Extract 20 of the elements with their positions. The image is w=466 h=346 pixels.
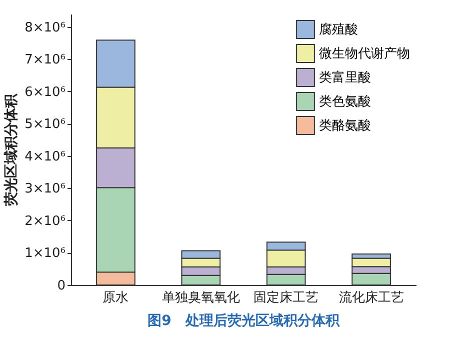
y-tick-label: 4×10⁶ <box>24 149 66 164</box>
x-tick-label: 固定床工艺 <box>254 290 319 306</box>
y-tick-label: 5×10⁶ <box>24 117 66 132</box>
legend-label: 类富里酸 <box>319 70 371 86</box>
y-tick-label: 3×10⁶ <box>24 182 66 197</box>
legend-label: 类酪氨酸 <box>319 118 371 134</box>
y-axis-title: 荧光区域积分体积 <box>4 93 20 207</box>
y-tick-label: 8×10⁶ <box>24 20 66 36</box>
y-tick-label: 6×10⁶ <box>24 84 66 100</box>
y-tick-label: 2×10⁶ <box>24 214 66 229</box>
legend-label: 微生物代谢产物 <box>319 46 410 62</box>
x-tick-label: 单独臭氧氧化 <box>162 290 240 306</box>
legend-label: 腐殖酸 <box>319 22 358 38</box>
y-tick-label: 0 <box>57 278 66 294</box>
y-tick-label: 7×10⁶ <box>24 52 66 68</box>
caption: 图9 处理后荧光区域积分体积 <box>148 312 340 329</box>
x-tick-label: 流化床工艺 <box>338 290 404 306</box>
y-tick-label: 1×10⁶ <box>24 246 66 262</box>
x-tick-label: 原水 <box>102 290 129 306</box>
legend-label: 类色氨酸 <box>319 94 371 110</box>
